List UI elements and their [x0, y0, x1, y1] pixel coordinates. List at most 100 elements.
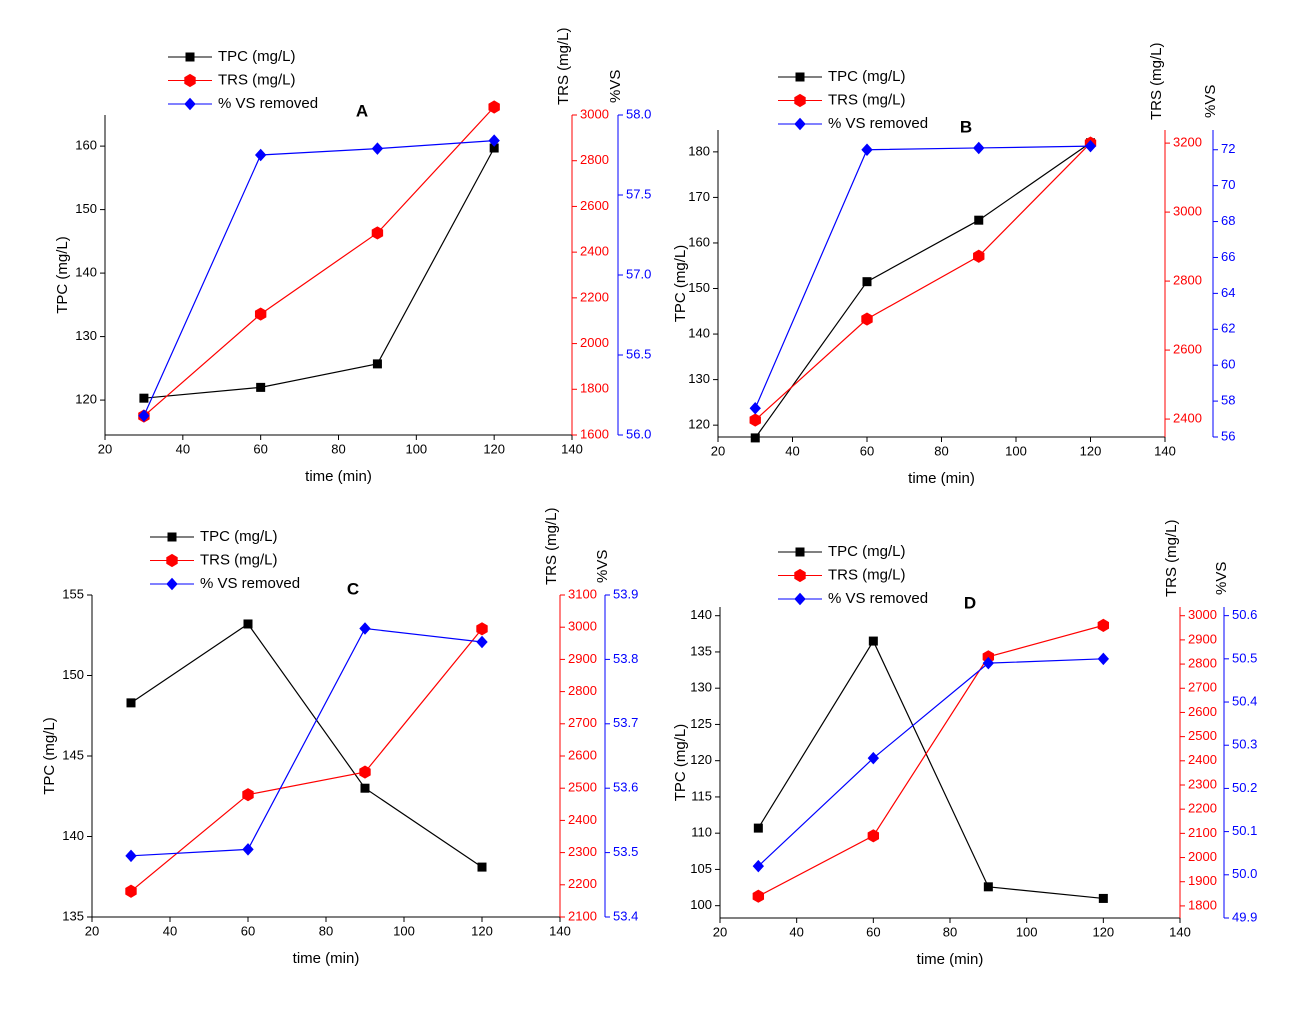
legend-marker [795, 547, 805, 557]
y3-tick-label: 56 [1221, 428, 1235, 443]
series-line [757, 658, 1104, 867]
y3-tick-label: 53.6 [613, 780, 638, 795]
legend-marker [184, 73, 196, 88]
legend-label: TRS (mg/L) [218, 71, 296, 88]
legend-marker [794, 117, 806, 131]
data-point [749, 413, 761, 427]
series-line [143, 140, 495, 417]
data-point [868, 636, 878, 646]
x-tick-label: 140 [561, 441, 583, 456]
y2-axis-label: TRS (mg/L) [555, 27, 572, 105]
series-line [143, 106, 495, 417]
y-tick-label: 160 [75, 138, 97, 153]
y3-tick-label: 64 [1221, 285, 1235, 300]
data-point [749, 402, 761, 415]
data-point [983, 882, 993, 892]
y2-tick-label: 2800 [1188, 656, 1217, 671]
y2-tick-label: 2400 [580, 244, 609, 259]
x-tick-label: 40 [785, 443, 799, 458]
legend-label: TPC (mg/L) [828, 543, 906, 560]
y2-tick-label: 2100 [568, 908, 597, 923]
y2-axis-label: TRS (mg/L) [1163, 519, 1180, 597]
y2-tick-label: 2600 [1188, 704, 1217, 719]
y3-tick-label: 53.9 [613, 586, 638, 601]
data-point [752, 859, 765, 873]
y2-axis-label: TRS (mg/L) [1148, 42, 1165, 120]
x-tick-label: 80 [934, 443, 948, 458]
y3-tick-label: 57.5 [626, 186, 651, 201]
data-point [752, 889, 765, 903]
x-tick-label: 80 [319, 923, 333, 938]
x-tick-label: 120 [483, 441, 505, 456]
panel-title: A [356, 101, 368, 120]
panel-title: C [347, 579, 359, 598]
series-line [130, 627, 483, 857]
data-point [861, 312, 873, 326]
data-point [1097, 618, 1110, 632]
legend-marker [794, 93, 806, 108]
data-point [862, 277, 872, 287]
data-point [750, 433, 760, 443]
y2-tick-label: 2500 [568, 780, 597, 795]
x-axis-label: time (min) [908, 470, 975, 487]
y-tick-label: 115 [691, 788, 712, 803]
legend-label: % VS removed [200, 575, 300, 592]
y3-tick-label: 68 [1221, 213, 1235, 228]
legend-marker [166, 553, 178, 568]
x-tick-label: 60 [866, 924, 880, 939]
data-point [242, 788, 254, 802]
legend-label: % VS removed [828, 590, 928, 607]
y-tick-label: 100 [690, 897, 712, 912]
x-tick-label: 120 [1092, 924, 1114, 939]
y2-tick-label: 2900 [1188, 631, 1217, 646]
y3-tick-label: 50.6 [1232, 607, 1257, 622]
y-tick-label: 150 [75, 201, 97, 216]
y-tick-label: 140 [690, 607, 712, 622]
y3-tick-label: 60 [1221, 357, 1235, 372]
data-point [1097, 652, 1110, 666]
y3-tick-label: 49.9 [1232, 909, 1257, 924]
y2-tick-label: 3000 [568, 619, 597, 634]
y2-tick-label: 2700 [1188, 680, 1217, 695]
y-tick-label: 170 [688, 189, 710, 204]
x-tick-label: 40 [789, 924, 803, 939]
x-tick-label: 20 [85, 923, 99, 938]
y2-tick-label: 2800 [568, 683, 597, 698]
y2-tick-label: 1600 [580, 426, 609, 441]
y2-axis-label: TRS (mg/L) [543, 507, 560, 585]
y3-tick-label: 50.1 [1232, 823, 1257, 838]
legend-label: TRS (mg/L) [828, 91, 906, 108]
y-tick-label: 120 [690, 752, 712, 767]
y3-tick-label: 56.5 [626, 346, 651, 361]
series-line [754, 145, 1091, 409]
legend-label: % VS removed [828, 115, 928, 132]
x-tick-label: 60 [860, 443, 874, 458]
x-axis-label: time (min) [293, 950, 360, 967]
series-line [143, 147, 495, 399]
y2-tick-label: 2800 [1173, 273, 1202, 288]
x-axis-label: time (min) [305, 468, 372, 485]
data-point [974, 215, 984, 225]
y2-tick-label: 1800 [580, 381, 609, 396]
y3-axis-label: %VS [1213, 562, 1230, 595]
x-tick-label: 80 [331, 441, 345, 456]
y2-tick-label: 1800 [1188, 897, 1217, 912]
y3-tick-label: 57.0 [626, 266, 651, 281]
y-tick-label: 160 [688, 234, 710, 249]
data-point [476, 622, 488, 636]
data-point [1084, 139, 1097, 153]
data-point [125, 884, 137, 898]
data-point [753, 823, 763, 833]
x-tick-label: 40 [176, 441, 190, 456]
y3-axis-label: %VS [607, 70, 624, 103]
y3-tick-label: 62 [1221, 321, 1235, 336]
data-point [973, 141, 985, 155]
data-point [371, 142, 384, 155]
y2-tick-label: 2600 [568, 747, 597, 762]
y2-tick-label: 3100 [568, 586, 597, 601]
data-point [1098, 893, 1108, 903]
y3-tick-label: 72 [1221, 141, 1235, 156]
y2-tick-label: 2800 [580, 152, 609, 167]
y-axis-label: TPC (mg/L) [672, 724, 689, 802]
x-tick-label: 100 [1016, 924, 1038, 939]
